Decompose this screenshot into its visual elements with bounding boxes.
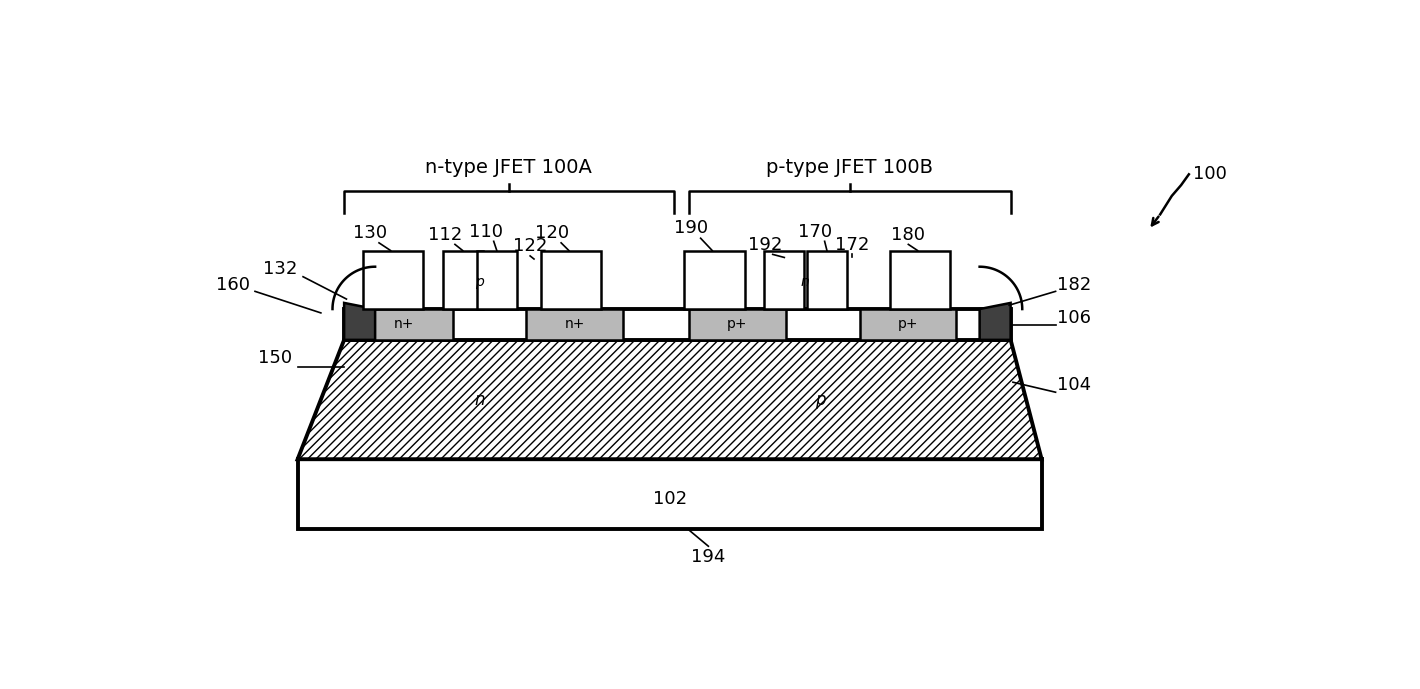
Text: 104: 104 (1056, 376, 1091, 393)
Text: 182: 182 (1056, 276, 1092, 294)
Text: 106: 106 (1056, 309, 1091, 327)
Bar (362, 251, 423, 309)
Text: 194: 194 (692, 548, 726, 566)
Text: 160: 160 (216, 276, 250, 294)
Text: p-type JFET 100B: p-type JFET 100B (767, 158, 933, 177)
Text: 190: 190 (674, 220, 709, 238)
Text: 120: 120 (535, 224, 569, 242)
Text: 110: 110 (469, 223, 503, 240)
Bar (684, 251, 746, 309)
Text: 172: 172 (835, 236, 869, 254)
Text: p: p (815, 391, 826, 409)
Text: 192: 192 (748, 236, 782, 254)
Text: 112: 112 (427, 225, 462, 244)
Bar (344, 309, 1011, 340)
Text: 132: 132 (263, 260, 298, 278)
Text: 122: 122 (513, 237, 547, 255)
Bar (890, 251, 950, 309)
Polygon shape (344, 303, 375, 340)
Polygon shape (298, 340, 1042, 459)
Bar (443, 251, 483, 309)
Bar (859, 309, 957, 340)
Text: n: n (801, 275, 809, 289)
Bar (807, 251, 848, 309)
Text: 100: 100 (1193, 165, 1227, 183)
Bar (689, 309, 785, 340)
Bar (356, 309, 453, 340)
Bar (541, 251, 602, 309)
Text: 130: 130 (352, 224, 386, 242)
Bar (298, 459, 1042, 528)
Bar (477, 251, 517, 309)
Text: 180: 180 (892, 225, 926, 244)
Text: 170: 170 (798, 223, 832, 240)
Text: p+: p+ (897, 318, 919, 331)
Bar (527, 309, 623, 340)
Text: 102: 102 (653, 491, 687, 508)
Bar (764, 251, 805, 309)
Text: n: n (474, 391, 486, 409)
Polygon shape (980, 303, 1011, 340)
Text: p+: p+ (727, 318, 748, 331)
Text: n-type JFET 100A: n-type JFET 100A (426, 158, 592, 177)
Text: 150: 150 (258, 349, 293, 367)
Text: n+: n+ (393, 318, 415, 331)
Text: p: p (476, 275, 484, 289)
Text: n+: n+ (565, 318, 585, 331)
